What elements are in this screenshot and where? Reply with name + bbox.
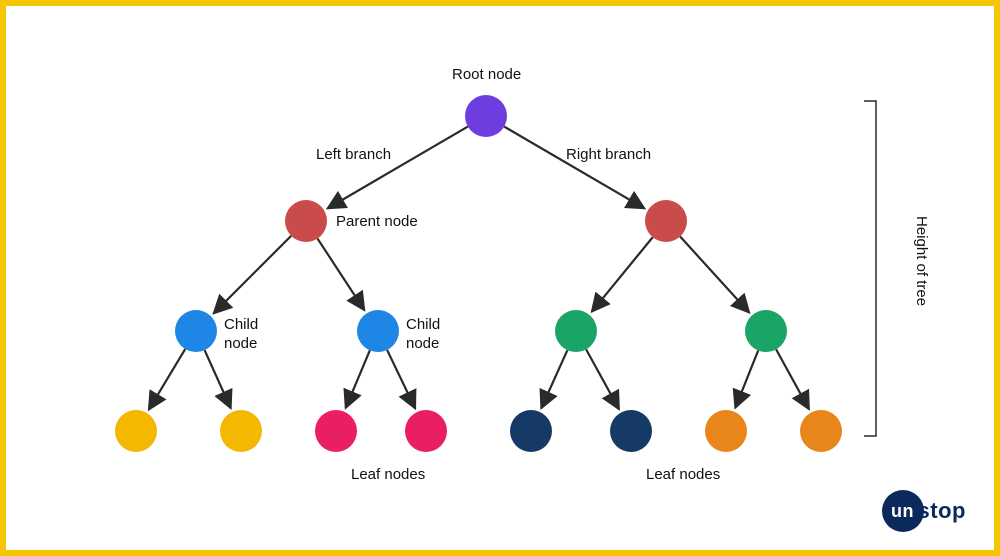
tree-node <box>357 310 399 352</box>
label-parent-node: Parent node <box>336 213 418 232</box>
tree-node <box>510 410 552 452</box>
tree-edge <box>387 350 415 409</box>
tree-edge <box>328 127 468 209</box>
tree-edge <box>318 239 365 311</box>
tree-svg <box>6 6 994 550</box>
tree-node <box>800 410 842 452</box>
tree-edge <box>205 350 231 408</box>
tree-edge <box>346 350 370 408</box>
label-leaf-nodes-right: Leaf nodes <box>646 466 720 485</box>
tree-node <box>220 410 262 452</box>
tree-node <box>405 410 447 452</box>
tree-node <box>645 200 687 242</box>
label-right-branch: Right branch <box>566 146 651 165</box>
label-child-node-left: Child node <box>224 316 258 354</box>
tree-node <box>315 410 357 452</box>
tree-edge <box>735 350 758 407</box>
diagram-frame: Root node Left branch Right branch Paren… <box>0 0 1000 556</box>
tree-node <box>115 410 157 452</box>
label-child-node-right: Child node <box>406 316 440 354</box>
tree-node <box>610 410 652 452</box>
height-bracket <box>864 101 876 436</box>
tree-node <box>555 310 597 352</box>
label-height-of-tree: Height of tree <box>911 216 930 306</box>
tree-node <box>705 410 747 452</box>
logo-text: stop <box>918 498 966 524</box>
label-leaf-nodes-left: Leaf nodes <box>351 466 425 485</box>
tree-edge <box>592 237 653 311</box>
tree-edge <box>504 127 644 209</box>
tree-edge <box>214 236 291 313</box>
tree-edge <box>776 349 809 409</box>
tree-node <box>285 200 327 242</box>
brand-logo: un stop <box>882 490 966 532</box>
tree-edge <box>680 237 749 313</box>
label-root-node: Root node <box>452 66 521 85</box>
tree-node <box>745 310 787 352</box>
tree-edge <box>149 349 185 410</box>
tree-node <box>175 310 217 352</box>
tree-edge <box>586 349 619 409</box>
label-left-branch: Left branch <box>316 146 391 165</box>
tree-edge <box>541 350 567 408</box>
tree-node <box>465 95 507 137</box>
